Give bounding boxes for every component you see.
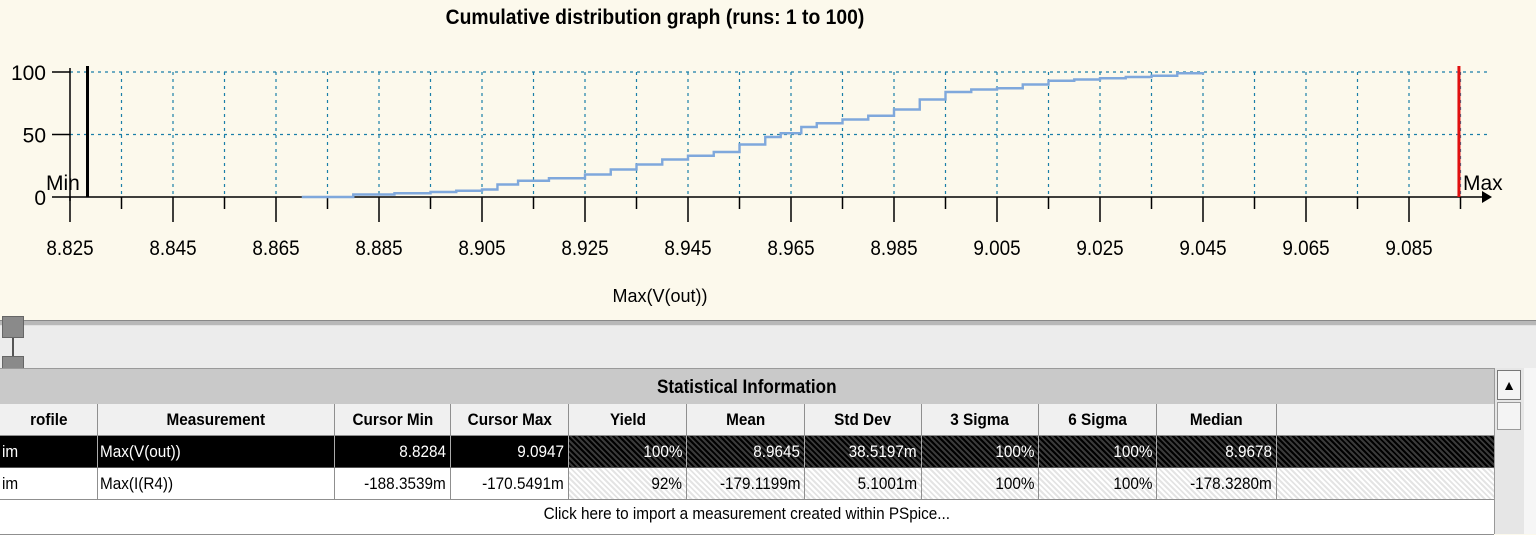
col-header-yield[interactable]: Yield bbox=[569, 404, 687, 436]
col-header-6-sigma[interactable]: 6 Sigma bbox=[1039, 404, 1157, 436]
pane-splitter[interactable] bbox=[0, 320, 1536, 326]
x-tick-label: 8.905 bbox=[458, 237, 505, 260]
cell-cursor-max[interactable]: -170.5491m bbox=[451, 468, 569, 500]
statistical-information-table: Statistical Information rofile Measureme… bbox=[0, 368, 1494, 535]
table-row[interactable]: im Max(I(R4)) -188.3539m -170.5491m 92% … bbox=[0, 468, 1494, 500]
table-title: Statistical Information bbox=[0, 368, 1494, 405]
cell-filler bbox=[1277, 468, 1494, 500]
x-axis-arrow-icon bbox=[1482, 191, 1492, 203]
x-tick-label: 9.085 bbox=[1385, 237, 1432, 260]
cell-3-sigma[interactable]: 100% bbox=[922, 436, 1039, 468]
table-row-selected[interactable]: im Max(V(out)) 8.8284 9.0947 100% 8.9645… bbox=[0, 436, 1494, 468]
x-axis-label: Max(V(out)) bbox=[612, 286, 708, 306]
x-tick-label: 8.945 bbox=[664, 237, 711, 260]
cdf-series-line bbox=[301, 72, 1205, 199]
cell-std-dev[interactable]: 5.1001m bbox=[805, 468, 922, 500]
col-header-median[interactable]: Median bbox=[1157, 404, 1277, 436]
cell-yield[interactable]: 92% bbox=[569, 468, 687, 500]
column-header-row: rofile Measurement Cursor Min Cursor Max… bbox=[0, 404, 1494, 436]
x-tick-label: 9.045 bbox=[1179, 237, 1226, 260]
col-header-measurement[interactable]: Measurement bbox=[98, 404, 335, 436]
x-tick-label: 8.865 bbox=[252, 237, 299, 260]
cell-median[interactable]: 8.9678 bbox=[1157, 436, 1277, 468]
x-tick-label: 8.825 bbox=[46, 237, 93, 260]
vertical-scrollbar[interactable]: ▲ bbox=[1494, 368, 1525, 534]
x-tick-label: 8.925 bbox=[561, 237, 608, 260]
col-header-cursor-max[interactable]: Cursor Max bbox=[451, 404, 569, 436]
y-tick-label: 50 bbox=[23, 125, 46, 148]
cursor-max-label: Max bbox=[1463, 172, 1503, 195]
x-tick-label: 8.985 bbox=[870, 237, 917, 260]
splitter-handle-top[interactable] bbox=[2, 316, 24, 338]
x-tick-label: 9.005 bbox=[973, 237, 1020, 260]
col-header-mean[interactable]: Mean bbox=[687, 404, 805, 436]
cell-6-sigma[interactable]: 100% bbox=[1039, 436, 1157, 468]
x-tick-label: 9.025 bbox=[1076, 237, 1123, 260]
cdf-graph-pane: 100 50 0 8.825 8.845 8.865 8.885 8.905 8.925 8.94… bbox=[10, 6, 1504, 306]
handle-connector bbox=[12, 338, 14, 356]
window-edge bbox=[1524, 368, 1536, 534]
cell-6-sigma[interactable]: 100% bbox=[1039, 468, 1157, 500]
cell-median[interactable]: -178.3280m bbox=[1157, 468, 1277, 500]
x-tick-label: 8.845 bbox=[149, 237, 196, 260]
cell-mean[interactable]: 8.9645 bbox=[687, 436, 805, 468]
col-header-cursor-min[interactable]: Cursor Min bbox=[335, 404, 451, 436]
cell-cursor-max[interactable]: 9.0947 bbox=[451, 436, 569, 468]
x-tick-label: 9.065 bbox=[1282, 237, 1329, 260]
cursor-min-label: Min bbox=[46, 172, 80, 195]
cell-yield[interactable]: 100% bbox=[569, 436, 687, 468]
scroll-up-arrow-icon[interactable]: ▲ bbox=[1497, 370, 1521, 400]
col-header-profile[interactable]: rofile bbox=[0, 404, 98, 436]
col-header-filler bbox=[1277, 404, 1494, 436]
cell-3-sigma[interactable]: 100% bbox=[922, 468, 1039, 500]
cell-profile[interactable]: im bbox=[0, 468, 98, 500]
scroll-thumb[interactable] bbox=[1497, 402, 1521, 430]
x-tick-label: 8.965 bbox=[767, 237, 814, 260]
cell-profile[interactable]: im bbox=[0, 436, 98, 468]
col-header-std-dev[interactable]: Std Dev bbox=[805, 404, 922, 436]
cell-measurement[interactable]: Max(I(R4)) bbox=[98, 468, 335, 500]
y-tick-label: 100 bbox=[11, 62, 46, 85]
x-tick-label: 8.885 bbox=[355, 237, 402, 260]
cell-std-dev[interactable]: 38.5197m bbox=[805, 436, 922, 468]
y-tick-label: 0 bbox=[34, 187, 46, 210]
cdf-chart: 100 50 0 8.825 8.845 8.865 8.885 8.905 8.925 8.94… bbox=[11, 62, 1503, 260]
col-header-3-sigma[interactable]: 3 Sigma bbox=[922, 404, 1039, 436]
cell-cursor-min[interactable]: 8.8284 bbox=[335, 436, 451, 468]
chart-title: Cumulative distribution graph (runs: 1 t… bbox=[445, 6, 865, 29]
cell-filler bbox=[1277, 436, 1494, 468]
cell-mean[interactable]: -179.1199m bbox=[687, 468, 805, 500]
cell-cursor-min[interactable]: -188.3539m bbox=[335, 468, 451, 500]
cell-measurement[interactable]: Max(V(out)) bbox=[98, 436, 335, 468]
import-measurement-row[interactable]: Click here to import a measurement creat… bbox=[0, 500, 1494, 535]
